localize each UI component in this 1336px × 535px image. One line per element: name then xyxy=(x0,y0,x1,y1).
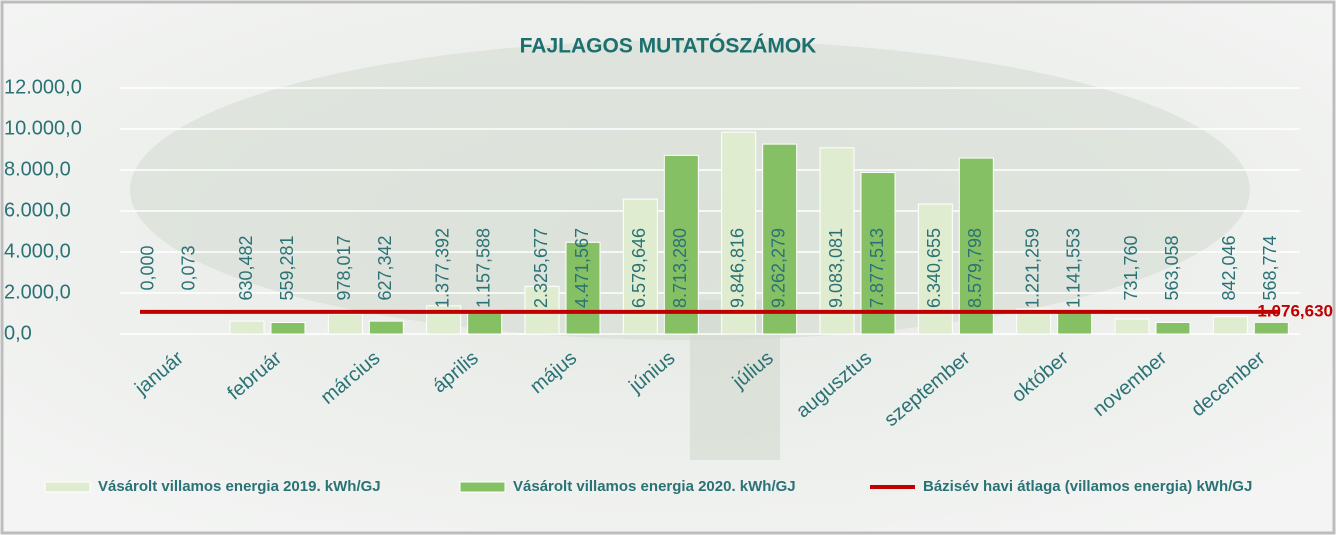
y-tick-label: 2.000,0 xyxy=(4,281,71,303)
data-label: 627,342 xyxy=(375,235,395,300)
data-label: 4.471,567 xyxy=(572,228,592,308)
y-tick-label: 0,0 xyxy=(4,322,32,344)
bar xyxy=(663,154,699,335)
y-tick-label: 12.000,0 xyxy=(4,76,82,98)
bar xyxy=(565,241,601,335)
bar xyxy=(1253,321,1289,335)
bar xyxy=(229,320,265,335)
data-label: 8.713,280 xyxy=(670,228,690,308)
data-label: 978,017 xyxy=(334,235,354,300)
data-label: 2.325,677 xyxy=(531,228,551,308)
bar xyxy=(327,313,363,335)
data-label: 9.846,816 xyxy=(727,228,747,308)
data-label: 9.262,279 xyxy=(768,228,788,308)
legend-label: Vásárolt villamos energia 2020. kWh/GJ xyxy=(513,478,796,495)
data-label: 8.579,798 xyxy=(965,228,985,308)
legend-swatch xyxy=(459,481,506,493)
bar xyxy=(1155,321,1191,335)
bar xyxy=(270,322,306,335)
bar xyxy=(368,320,404,335)
bar xyxy=(1057,310,1093,335)
data-label: 630,482 xyxy=(236,235,256,300)
bar xyxy=(860,172,896,335)
y-tick-label: 4.000,0 xyxy=(4,240,71,262)
data-label: 9.083,081 xyxy=(826,228,846,308)
data-label: 7.877,513 xyxy=(867,228,887,308)
chart-title: FAJLAGOS MUTATÓSZÁMOK xyxy=(520,34,817,58)
legend-label: Vásárolt villamos energia 2019. kWh/GJ xyxy=(98,478,381,495)
data-label: 563,058 xyxy=(1162,235,1182,300)
data-label: 1.221,259 xyxy=(1022,228,1042,308)
data-label: 0,073 xyxy=(178,245,198,290)
bar xyxy=(1114,318,1150,335)
bar xyxy=(721,131,757,335)
bar xyxy=(1212,316,1248,335)
data-label: 1.377,392 xyxy=(432,228,452,308)
data-label: 731,760 xyxy=(1121,235,1141,300)
data-label: 1.157,588 xyxy=(473,228,493,308)
data-label: 0,000 xyxy=(137,245,157,290)
y-tick-label: 6.000,0 xyxy=(4,199,71,221)
bar xyxy=(819,147,855,335)
bar xyxy=(762,143,798,335)
y-tick-label: 8.000,0 xyxy=(4,158,71,180)
data-label: 568,774 xyxy=(1260,235,1280,300)
data-label: 559,281 xyxy=(277,235,297,300)
legend-swatch xyxy=(44,481,91,493)
bar xyxy=(958,157,994,335)
data-label: 1.076,630 xyxy=(1257,301,1333,320)
legend-label: Bázisév havi átlaga (villamos energia) k… xyxy=(923,478,1252,495)
data-label: 6.579,646 xyxy=(629,228,649,308)
data-label: 1.141,553 xyxy=(1063,228,1083,308)
data-label: 6.340,655 xyxy=(924,228,944,308)
y-tick-label: 10.000,0 xyxy=(4,117,82,139)
data-label: 842,046 xyxy=(1219,235,1239,300)
